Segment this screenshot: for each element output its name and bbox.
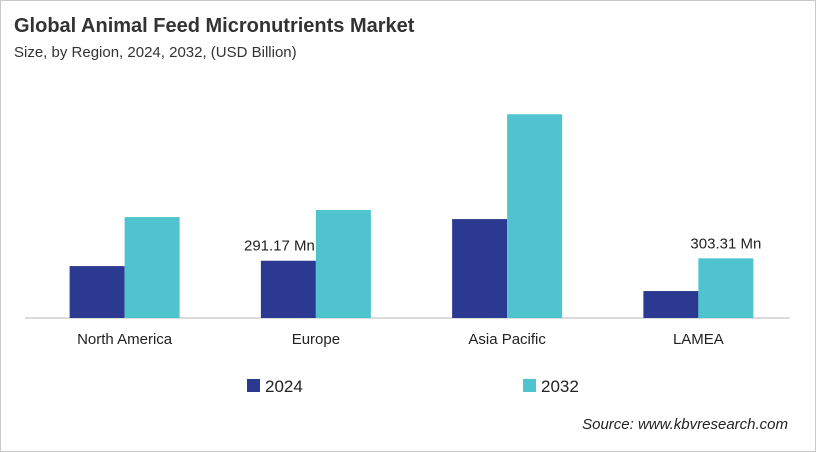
- bar-2032-europe: [315, 210, 371, 318]
- legend-swatch-2032: [523, 379, 536, 392]
- legend-label-2032: 2032: [541, 377, 579, 396]
- bar-2032-north-america: [124, 217, 180, 318]
- bar-2024-north-america: [69, 266, 125, 318]
- bar-2024-lamea: [643, 291, 699, 318]
- legend-label-2024: 2024: [265, 377, 303, 396]
- legend-swatch-2024: [247, 379, 260, 392]
- x-tick-label: North America: [77, 331, 173, 348]
- bar-2032-lamea: [698, 258, 754, 318]
- bar-2032-asia-pacific: [507, 114, 563, 319]
- x-tick-label: Europe: [292, 331, 340, 348]
- chart-subtitle: Size, by Region, 2024, 2032, (USD Billio…: [14, 44, 297, 61]
- bar-2024-europe: [260, 260, 316, 318]
- data-label: 303.31 Mn: [690, 235, 761, 252]
- bar-2024-asia-pacific: [452, 219, 508, 318]
- chart-title: Global Animal Feed Micronutrients Market: [14, 15, 415, 37]
- x-tick-label: LAMEA: [673, 331, 724, 348]
- source-note: Source: www.kbvresearch.com: [582, 416, 788, 433]
- data-label: 291.17 Mn: [244, 238, 315, 255]
- x-tick-label: Asia Pacific: [468, 331, 546, 348]
